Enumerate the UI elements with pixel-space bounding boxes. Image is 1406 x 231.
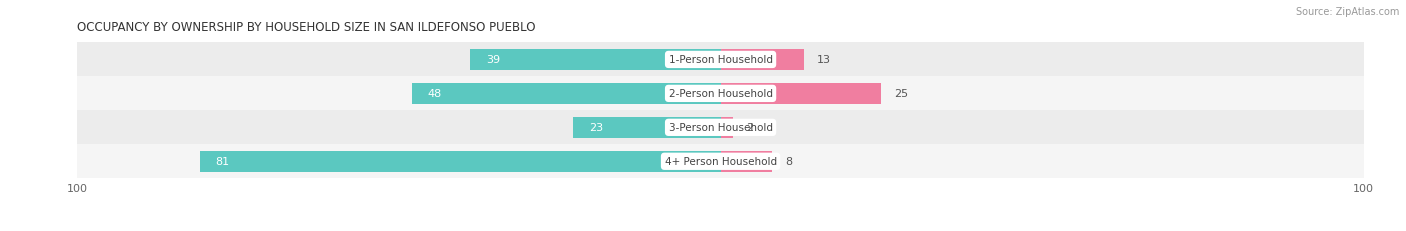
- Text: Source: ZipAtlas.com: Source: ZipAtlas.com: [1295, 7, 1399, 17]
- Bar: [721, 151, 772, 172]
- Bar: [77, 77, 1364, 111]
- Text: 1-Person Household: 1-Person Household: [669, 55, 772, 65]
- Bar: [77, 43, 1364, 77]
- Text: 8: 8: [785, 157, 792, 167]
- Text: 4+ Person Household: 4+ Person Household: [665, 157, 776, 167]
- Text: OCCUPANCY BY OWNERSHIP BY HOUSEHOLD SIZE IN SAN ILDEFONSO PUEBLO: OCCUPANCY BY OWNERSHIP BY HOUSEHOLD SIZE…: [77, 21, 536, 33]
- Text: 81: 81: [215, 157, 229, 167]
- Text: 2: 2: [747, 123, 754, 133]
- Text: 13: 13: [817, 55, 831, 65]
- Bar: [77, 111, 1364, 145]
- Bar: [77, 145, 1364, 179]
- Bar: [412, 83, 721, 104]
- Text: 23: 23: [589, 123, 603, 133]
- Bar: [721, 83, 882, 104]
- Bar: [200, 151, 721, 172]
- Text: 48: 48: [427, 89, 441, 99]
- Bar: [721, 117, 734, 138]
- Text: 3-Person Household: 3-Person Household: [669, 123, 772, 133]
- Text: 25: 25: [894, 89, 908, 99]
- Bar: [721, 50, 804, 71]
- Bar: [572, 117, 721, 138]
- Text: 39: 39: [486, 55, 501, 65]
- Text: 2-Person Household: 2-Person Household: [669, 89, 772, 99]
- Bar: [470, 50, 721, 71]
